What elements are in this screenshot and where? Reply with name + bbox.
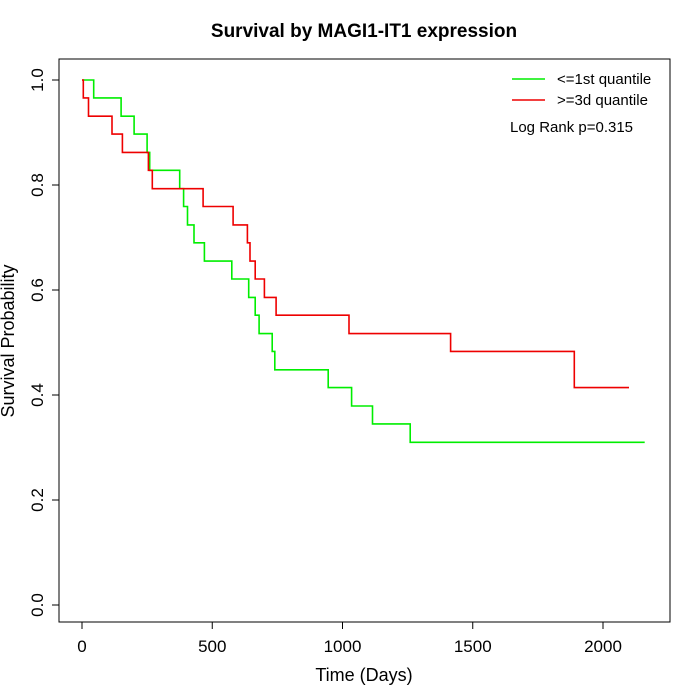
log-rank-annotation: Log Rank p=0.315 bbox=[510, 119, 633, 136]
chart-title: Survival by MAGI1-IT1 expression bbox=[211, 21, 517, 42]
legend-label-high: >=3d quantile bbox=[557, 92, 648, 109]
y-tick-label: 0.2 bbox=[28, 488, 47, 512]
y-tick-label: 0.6 bbox=[28, 278, 47, 302]
series-layer bbox=[82, 79, 645, 444]
x-tick-label: 1000 bbox=[324, 637, 362, 656]
y-axis-label: Survival Probability bbox=[0, 264, 18, 417]
y-tick-label: 0.4 bbox=[28, 383, 47, 407]
x-tick-label: 500 bbox=[198, 637, 226, 656]
legend-label-low: <=1st quantile bbox=[557, 71, 651, 88]
y-axis: 0.0 0.2 0.4 0.6 0.8 1.0 bbox=[28, 68, 60, 617]
y-tick-label: 0.8 bbox=[28, 173, 47, 197]
series-line-low-quantile bbox=[82, 79, 645, 444]
y-tick-label: 0.0 bbox=[28, 593, 47, 617]
legend: <=1st quantile >=3d quantile bbox=[512, 71, 651, 109]
x-tick-label: 2000 bbox=[584, 637, 622, 656]
x-tick-label: 1500 bbox=[454, 637, 492, 656]
x-axis: 0 500 1000 1500 2000 bbox=[77, 621, 622, 656]
x-axis-label: Time (Days) bbox=[315, 665, 412, 685]
series-line-high-quantile bbox=[82, 79, 629, 389]
x-tick-label: 0 bbox=[77, 637, 86, 656]
y-tick-label: 1.0 bbox=[28, 68, 47, 92]
